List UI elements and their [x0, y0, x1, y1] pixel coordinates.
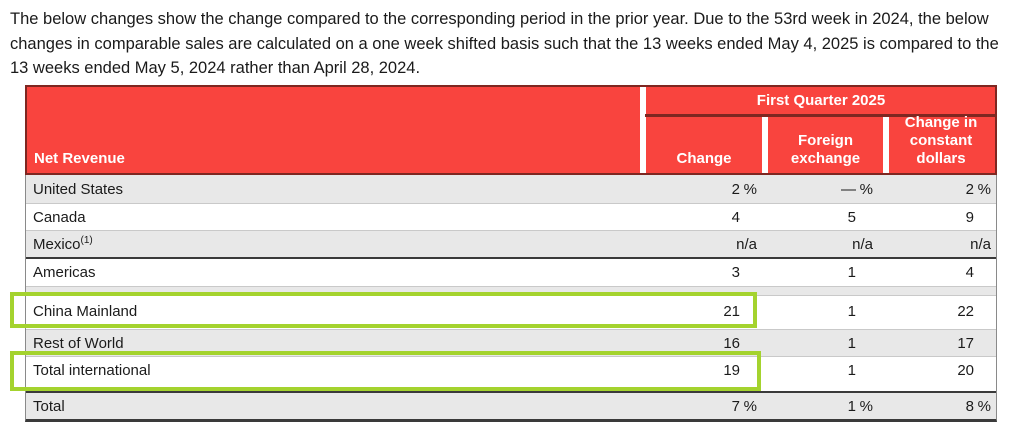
table-row: Mexico(1) n/a n/a n/a — [26, 230, 996, 257]
table-row: Rest of World 16 1 17 — [26, 329, 996, 356]
value-cell: 4 — [731, 208, 740, 226]
value-cell: 1% — [847, 397, 873, 415]
value-cell: n/a — [852, 235, 873, 253]
value-cell: 4 — [965, 264, 974, 281]
table-header: Net Revenue First Quarter 2025 Change Fo… — [25, 85, 997, 175]
column-header-constant-dollars: Change in constant dollars — [904, 114, 978, 167]
row-header-label: Net Revenue — [34, 150, 125, 167]
row-label: Canada — [33, 208, 86, 226]
table-row: Total international 19 1 20 — [26, 356, 996, 391]
table-row: China Mainland 21 1 22 — [26, 295, 996, 329]
net-revenue-table: Net Revenue First Quarter 2025 Change Fo… — [25, 85, 997, 422]
group-header-underline — [645, 114, 995, 117]
group-header-label: First Quarter 2025 — [756, 92, 886, 109]
header-divider — [762, 117, 768, 173]
value-cell: —% — [841, 180, 873, 198]
table-row: Total 7% 1% 8% — [26, 391, 996, 419]
value-cell: 16 — [723, 334, 740, 352]
row-label: United States — [33, 180, 124, 198]
value-cell: 21 — [723, 303, 740, 320]
row-label: Total — [33, 397, 65, 415]
value-cell: 7% — [731, 397, 757, 415]
table-row: Canada 4 5 9 — [26, 203, 996, 230]
value-cell: 19 — [723, 361, 740, 379]
value-cell: 2% — [731, 180, 757, 198]
footnote-marker: (1) — [80, 234, 93, 246]
row-label: Rest of World — [33, 334, 124, 352]
value-cell: 1 — [847, 303, 856, 320]
value-cell: 1 — [847, 361, 856, 379]
row-label: Mexico(1) — [33, 234, 93, 253]
value-cell: 20 — [957, 361, 974, 379]
value-cell: 1 — [847, 264, 856, 281]
value-cell: n/a — [970, 235, 991, 253]
value-cell: 3 — [731, 264, 740, 281]
row-label: Total international — [33, 361, 151, 379]
column-header-foreign-exchange: Foreign exchange — [790, 132, 861, 167]
table-body: United States 2% —% 2% Canada 4 5 9 Mexico(1)… — [25, 175, 997, 422]
value-cell: 17 — [957, 334, 974, 352]
value-cell: n/a — [736, 235, 757, 253]
column-header-change: Change — [676, 150, 732, 167]
value-cell: 1 — [847, 334, 856, 352]
value-cell: 5 — [847, 208, 856, 226]
header-divider — [883, 117, 889, 173]
header-divider — [640, 87, 646, 173]
row-label: Americas — [33, 264, 96, 281]
value-cell: 2% — [965, 180, 991, 198]
value-cell: 22 — [957, 303, 974, 320]
value-cell: 9 — [965, 208, 974, 226]
intro-paragraph: The below changes show the change compar… — [10, 10, 999, 77]
spacer-row — [26, 286, 996, 295]
value-cell: 8% — [965, 397, 991, 415]
table-row: United States 2% —% 2% — [26, 175, 996, 203]
row-label: China Mainland — [33, 303, 138, 320]
table-row: Americas 3 1 4 — [26, 257, 996, 286]
